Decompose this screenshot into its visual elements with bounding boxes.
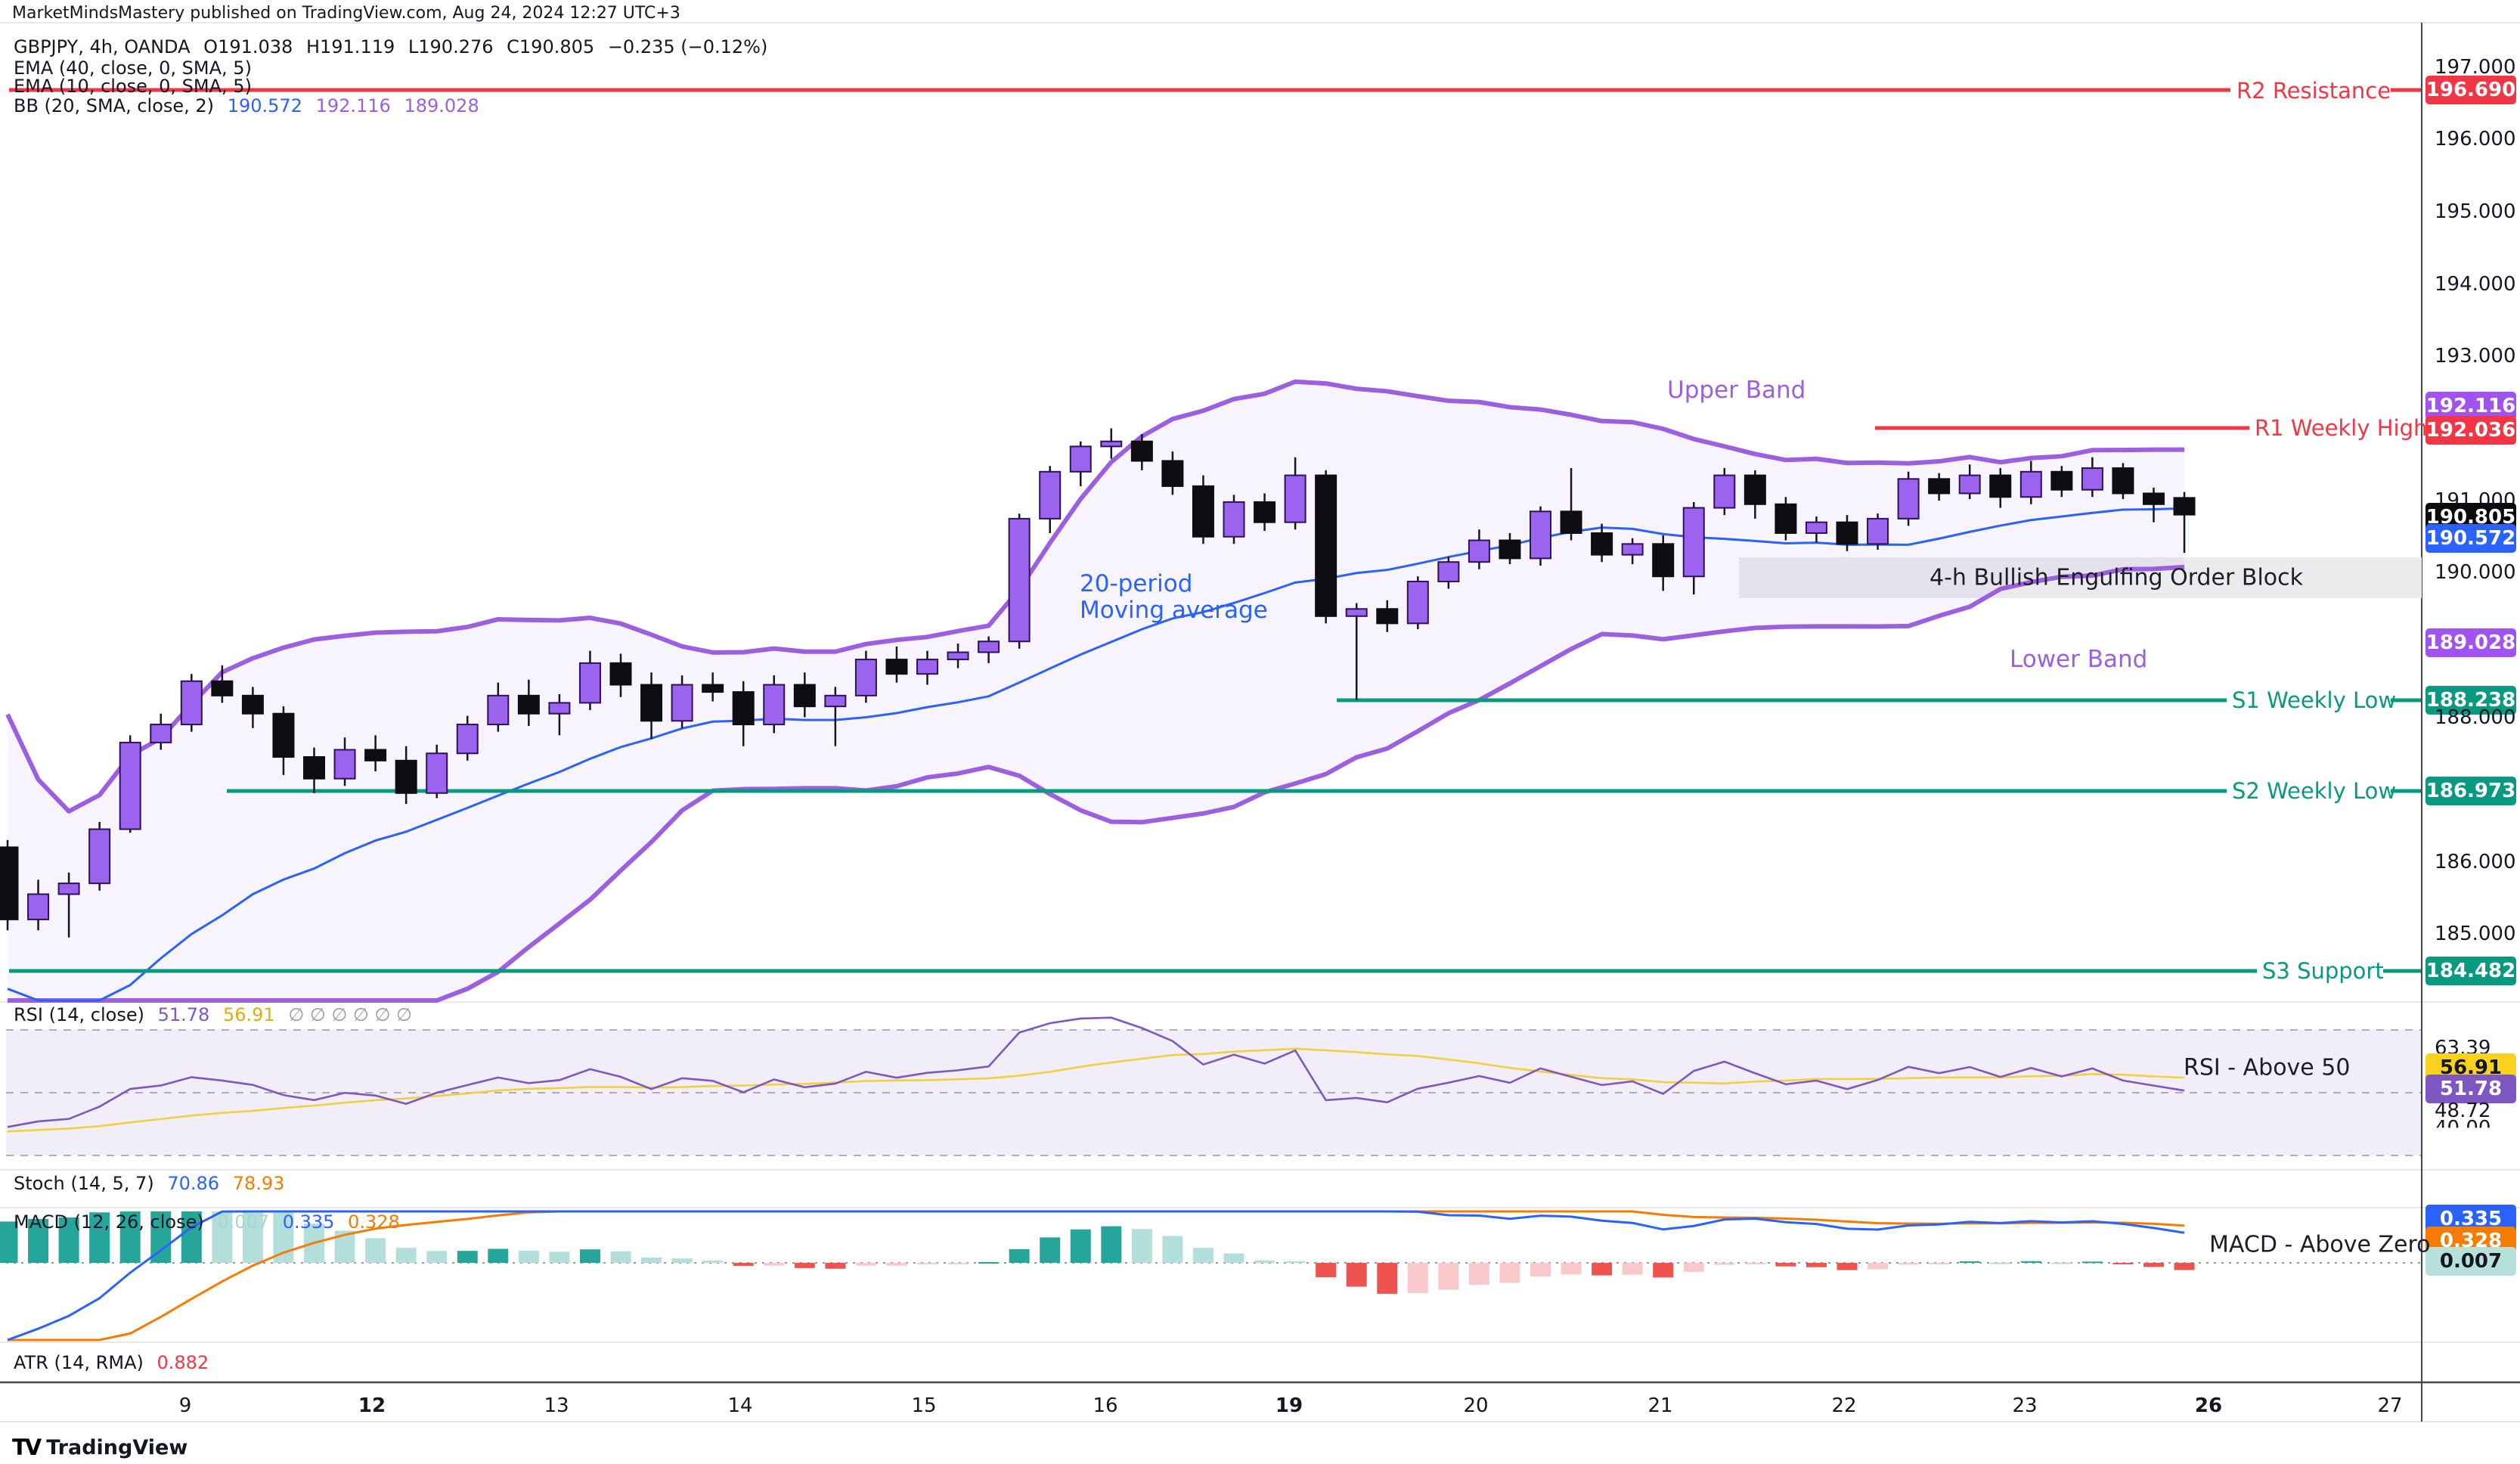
stoch-k-value: 70.86 bbox=[167, 1173, 220, 1194]
time-axis-tick-12: 12 bbox=[358, 1394, 386, 1417]
rsi-label: RSI (14, close) bbox=[14, 1004, 144, 1025]
ema10-label: EMA (10, close, 0, SMA, 5) bbox=[14, 76, 252, 97]
time-axis-tick-23: 23 bbox=[2012, 1394, 2038, 1417]
legend-macd[interactable]: MACD (12, 26, close) 0.007 0.335 0.328 bbox=[14, 1211, 408, 1233]
price-axis-badge-189-028: 189.028 bbox=[2425, 628, 2516, 657]
price-axis-label-194-000: 194.000 bbox=[2435, 273, 2516, 296]
macd-hist-value: 0.007 bbox=[217, 1211, 270, 1233]
price-axis-label-188-000: 188.000 bbox=[2435, 706, 2516, 729]
rsi-empty-values: ∅ ∅ ∅ ∅ ∅ ∅ bbox=[288, 1004, 412, 1025]
macd-pane bbox=[0, 1210, 2421, 1341]
price-change: −0.235 (−0.12%) bbox=[607, 36, 768, 57]
price-axis-badge-51-78: 51.78 bbox=[2425, 1075, 2516, 1103]
time-axis-tick-21: 21 bbox=[1647, 1394, 1673, 1417]
bb-lower-value: 189.028 bbox=[404, 95, 479, 116]
time-axis-tick-9: 9 bbox=[178, 1394, 192, 1417]
price-axis-label-48-72: 48.72 bbox=[2435, 1100, 2491, 1122]
time-axis-tick-14: 14 bbox=[727, 1394, 753, 1417]
bb-upper-value: 192.116 bbox=[315, 95, 391, 116]
price-axis-label-186-000: 186.000 bbox=[2435, 851, 2516, 873]
price-axis-badge-188-238: 188.238 bbox=[2425, 686, 2516, 715]
footer: TV TradingView bbox=[12, 1435, 188, 1460]
rsi-pane bbox=[6, 1016, 2421, 1156]
price-axis-badge-190-572: 190.572 bbox=[2425, 524, 2516, 553]
price-axis-badge-0-007: 0.007 bbox=[2425, 1247, 2516, 1276]
legend-stoch[interactable]: Stoch (14, 5, 7) 70.86 78.93 bbox=[14, 1173, 292, 1194]
annotation-s3-support: S3 Support bbox=[2262, 958, 2384, 984]
price-axis-label-195-000: 195.000 bbox=[2435, 200, 2516, 223]
stoch-d-value: 78.93 bbox=[232, 1173, 285, 1194]
annotation-s2-weekly-low: S2 Weekly Low bbox=[2232, 778, 2397, 804]
price-axis-label-190-000: 190.000 bbox=[2435, 561, 2516, 584]
annotation-s1-weekly-low: S1 Weekly Low bbox=[2232, 687, 2397, 713]
symbol-legend[interactable]: GBPJPY, 4h, OANDA O191.038 H191.119 L190… bbox=[14, 36, 775, 57]
symbol-title: GBPJPY, 4h, OANDA bbox=[14, 36, 191, 57]
atr-label: ATR (14, RMA) bbox=[14, 1352, 144, 1373]
time-axis-tick-19: 19 bbox=[1275, 1394, 1303, 1417]
atr-value: 0.882 bbox=[157, 1352, 209, 1373]
annotation-macd-above-zero: MACD - Above Zero bbox=[2209, 1231, 2431, 1258]
ohlc-low: L190.276 bbox=[408, 36, 494, 57]
bollinger-bands bbox=[5, 379, 2185, 1003]
price-axis-badge-192-116: 192.116 bbox=[2425, 392, 2516, 420]
price-axis-label-196-000: 196.000 bbox=[2435, 128, 2516, 150]
price-axis-badge-196-690: 196.690 bbox=[2425, 76, 2516, 104]
price-axis-badge-192-036: 192.036 bbox=[2425, 416, 2516, 445]
price-axis-badge-184-482: 184.482 bbox=[2425, 957, 2516, 985]
bb-basis-value: 190.572 bbox=[227, 95, 302, 116]
ema40-label: EMA (40, close, 0, SMA, 5) bbox=[14, 57, 252, 79]
annotation-r1-weekly-high: R1 Weekly High bbox=[2255, 415, 2428, 441]
legend-ema10[interactable]: EMA (10, close, 0, SMA, 5) bbox=[14, 76, 259, 97]
legend-atr[interactable]: ATR (14, RMA) 0.882 bbox=[14, 1352, 216, 1373]
ohlc-close: C190.805 bbox=[507, 36, 595, 57]
macd-line-value: 0.335 bbox=[282, 1211, 335, 1233]
tradingview-brand[interactable]: TradingView bbox=[46, 1435, 188, 1459]
legend-ema40[interactable]: EMA (40, close, 0, SMA, 5) bbox=[14, 57, 259, 79]
annotation-r2-resistance: R2 Resistance bbox=[2236, 78, 2391, 104]
bb-label: BB (20, SMA, close, 2) bbox=[14, 95, 215, 116]
ohlc-high: H191.119 bbox=[305, 36, 395, 57]
time-axis-tick-27: 27 bbox=[2377, 1394, 2403, 1417]
level-lines bbox=[9, 88, 2421, 973]
tradingview-logo-icon[interactable]: TV bbox=[12, 1435, 42, 1460]
time-axis-tick-13: 13 bbox=[544, 1394, 569, 1417]
annotation-rsi-above-50: RSI - Above 50 bbox=[2184, 1054, 2351, 1081]
macd-signal-value: 0.328 bbox=[348, 1211, 400, 1233]
price-axis-label-185-000: 185.000 bbox=[2435, 923, 2516, 945]
time-axis-tick-26: 26 bbox=[2194, 1394, 2223, 1417]
time-axis-tick-22: 22 bbox=[1831, 1394, 1857, 1417]
legend-rsi[interactable]: RSI (14, close) 51.78 56.91 ∅ ∅ ∅ ∅ ∅ ∅ bbox=[14, 1004, 420, 1025]
sma20-line bbox=[7, 507, 2185, 1002]
candlesticks[interactable] bbox=[0, 428, 2196, 938]
ohlc-open: O191.038 bbox=[203, 36, 293, 57]
stoch-label: Stoch (14, 5, 7) bbox=[14, 1173, 154, 1194]
rsi-value: 51.78 bbox=[157, 1004, 210, 1025]
price-axis-label-197-000: 197.000 bbox=[2435, 56, 2516, 79]
macd-label: MACD (12, 26, close) bbox=[14, 1211, 204, 1233]
price-axis-label-40-00: 40.00 bbox=[2435, 1117, 2491, 1140]
annotation-lower-band: Lower Band bbox=[2010, 646, 2148, 673]
legend-bollinger[interactable]: BB (20, SMA, close, 2) 190.572 192.116 1… bbox=[14, 95, 487, 116]
time-axis-tick-20: 20 bbox=[1463, 1394, 1489, 1417]
byline: MarketMindsMastery published on TradingV… bbox=[12, 4, 680, 23]
annotation-4-h-bullish-engulfing-order-block: 4-h Bullish Engulfing Order Block bbox=[1930, 564, 2304, 591]
price-axis-badge-186-973: 186.973 bbox=[2425, 777, 2516, 805]
price-axis[interactable]: JPY 197.000196.690196.000195.000194.0001… bbox=[2424, 0, 2520, 1464]
time-axis-tick-15: 15 bbox=[911, 1394, 937, 1417]
rsi-ma-value: 56.91 bbox=[222, 1004, 275, 1025]
annotation-moving-average: Moving average bbox=[1080, 597, 1268, 624]
price-axis-label-193-000: 193.000 bbox=[2435, 345, 2516, 368]
annotation-20-period: 20-period bbox=[1080, 570, 1193, 597]
time-axis-tick-16: 16 bbox=[1093, 1394, 1118, 1417]
annotation-upper-band: Upper Band bbox=[1667, 377, 1806, 404]
